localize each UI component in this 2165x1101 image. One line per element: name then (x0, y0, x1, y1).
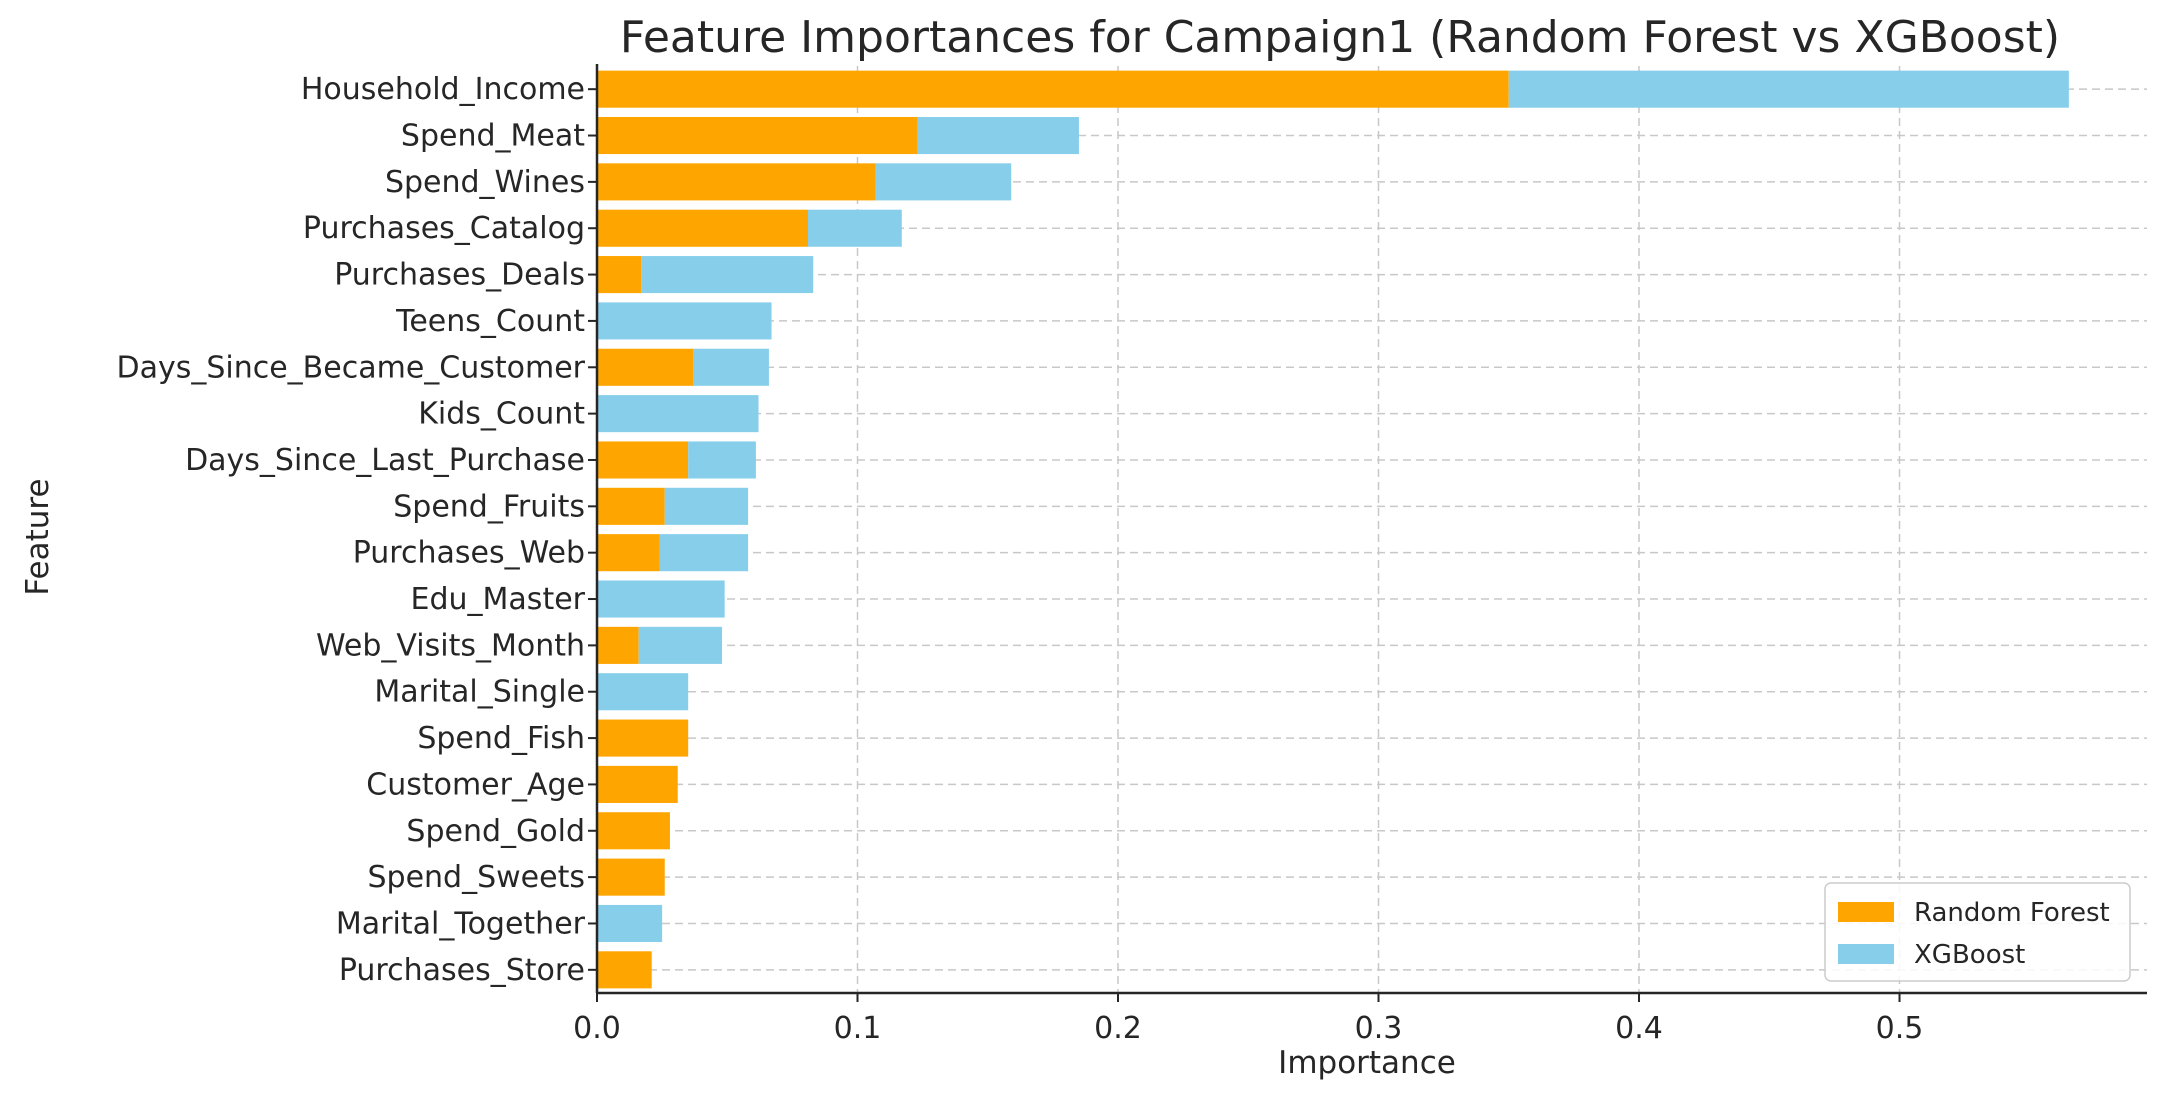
bar-xgboost-marital-together (597, 904, 663, 943)
bar-random-forest-purchases-catalog (597, 209, 809, 247)
legend-label-random-forest: Random Forest (1914, 898, 2110, 928)
bar-random-forest-purchases-web (597, 534, 660, 572)
legend-box (1824, 882, 2131, 982)
y-tick-label: Kids_Count (418, 397, 585, 432)
y-tick-label: Spend_Gold (406, 814, 585, 849)
y-tick-label: Purchases_Catalog (303, 211, 585, 246)
y-axis-label: Feature (20, 478, 56, 595)
legend-label-xgboost: XGBoost (1914, 940, 2025, 970)
bar-random-forest-purchases-deals (597, 256, 642, 294)
bar-xgboost-spend-fruits (664, 487, 749, 525)
bar-random-forest-days-since-last-purchase (597, 441, 689, 479)
y-tick-label: Purchases_Web (353, 536, 585, 571)
bar-random-forest-customer-age (597, 765, 678, 803)
bar-random-forest-web-visits-month (597, 626, 639, 664)
legend-swatch-random-forest (1838, 902, 1894, 922)
bar-random-forest-spend-wines (597, 163, 876, 201)
chart-title: Feature Importances for Campaign1 (Rando… (620, 12, 2060, 63)
bar-xgboost-teens-count (597, 302, 772, 340)
bar-xgboost-household-income (1508, 70, 2069, 108)
bar-xgboost-purchases-deals (641, 256, 814, 294)
legend-swatch-xgboost (1838, 944, 1894, 964)
bar-xgboost-marital-single (597, 673, 689, 711)
x-tick-label: 0.0 (573, 1011, 621, 1046)
bar-random-forest-spend-meat (597, 116, 918, 155)
grid-lines (596, 66, 2147, 993)
y-tick-label: Spend_Meat (401, 119, 585, 154)
bar-xgboost-edu-master (597, 580, 725, 618)
y-tick-label: Purchases_Deals (334, 258, 585, 293)
bar-random-forest-household-income (597, 70, 1509, 108)
bar-random-forest-purchases-store (597, 951, 652, 989)
y-tick-label: Customer_Age (366, 767, 585, 802)
y-tick-label: Web_Visits_Month (316, 628, 585, 663)
x-tick-label: 0.3 (1355, 1011, 1403, 1046)
bar-random-forest-spend-fruits (597, 487, 665, 525)
y-tick-label: Spend_Wines (385, 165, 585, 200)
bar-random-forest-spend-fish (597, 719, 689, 757)
axes (588, 64, 2147, 1002)
x-tick-label: 0.1 (834, 1011, 882, 1046)
bar-xgboost-days-since-became-customer (693, 348, 769, 386)
legend: Random Forest XGBoost (1824, 882, 2131, 982)
y-tick-label: Spend_Sweets (368, 860, 586, 895)
bar-xgboost-purchases-web (659, 534, 749, 572)
bar-xgboost-spend-meat (917, 116, 1079, 155)
bar-random-forest-days-since-became-customer (597, 348, 694, 386)
y-tick-label: Marital_Single (374, 675, 585, 710)
y-tick-label: Spend_Fish (417, 721, 585, 756)
tick-labels: 0.0 0.1 0.2 0.3 0.4 0.5 Household_Income Spend_… (116, 72, 1923, 1046)
bar-xgboost-spend-wines (875, 163, 1012, 201)
bar-xgboost-days-since-last-purchase (688, 441, 756, 479)
bars (597, 70, 2069, 989)
y-tick-label: Teens_Count (395, 304, 585, 339)
y-tick-label: Days_Since_Became_Customer (116, 350, 585, 385)
y-tick-label: Spend_Fruits (393, 489, 585, 524)
x-tick-label: 0.2 (1094, 1011, 1142, 1046)
bar-xgboost-kids-count (597, 395, 759, 433)
y-tick-label: Edu_Master (411, 582, 586, 617)
y-tick-label: Purchases_Store (339, 953, 585, 988)
bar-random-forest-spend-sweets (597, 858, 665, 896)
y-tick-label: Household_Income (301, 72, 585, 107)
bar-xgboost-purchases-catalog (808, 209, 902, 247)
x-axis-label: Importance (1278, 1045, 1456, 1081)
x-tick-label: 0.5 (1876, 1011, 1924, 1046)
x-tick-label: 0.4 (1615, 1011, 1663, 1046)
bar-xgboost-web-visits-month (638, 626, 723, 664)
y-tick-label: Marital_Together (336, 906, 586, 941)
bar-random-forest-spend-gold (597, 812, 670, 850)
y-tick-label: Days_Since_Last_Purchase (185, 443, 585, 478)
